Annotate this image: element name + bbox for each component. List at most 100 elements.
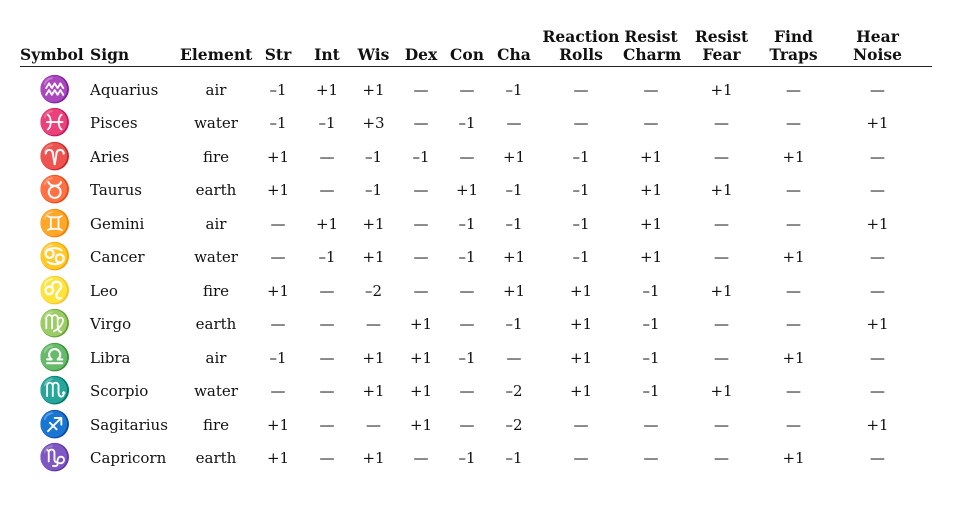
cell-charm: –1: [642, 281, 660, 300]
header-reaction-rolls-line2: Rolls: [559, 45, 603, 64]
header-resist-fear-line1: Resist: [694, 27, 749, 46]
header-find-traps-line1: Find: [774, 27, 813, 46]
header-find-traps-line2: Traps: [769, 45, 818, 64]
header-int: Int: [304, 28, 350, 67]
cell-dex: +1: [409, 348, 433, 367]
cell-cha: –1: [505, 449, 523, 468]
cell-sign: Aries: [90, 147, 130, 166]
cell-int: +1: [315, 214, 339, 233]
cell-traps: —: [786, 80, 801, 99]
cell-sign: Sagitarius: [90, 415, 168, 434]
cell-dex: —: [413, 181, 429, 200]
cell-con: —: [459, 415, 475, 434]
cell-traps: —: [786, 382, 801, 401]
cell-wis: +3: [362, 114, 385, 133]
table-row: ♍ Virgo earth — — — +1 — –1 +1 –1 — — +1: [20, 308, 932, 342]
cell-noise: +1: [866, 214, 889, 233]
cell-traps: —: [786, 315, 801, 334]
cell-fear: —: [714, 114, 729, 133]
cell-element: water: [194, 114, 238, 133]
cell-con: —: [459, 80, 475, 99]
cell-fear: +1: [710, 382, 733, 401]
cell-dex: —: [413, 114, 429, 133]
cell-cha: —: [506, 348, 522, 367]
cell-reaction: —: [573, 449, 589, 468]
cell-wis: —: [366, 315, 381, 334]
cell-traps: —: [786, 415, 801, 434]
cell-charm: +1: [639, 147, 663, 166]
header-hear-noise-line2: Noise: [853, 45, 902, 64]
cell-fear: —: [714, 449, 729, 468]
cell-sign: Virgo: [90, 315, 132, 334]
cell-wis: +1: [362, 382, 385, 401]
cell-con: –1: [458, 248, 476, 267]
cell-noise: —: [870, 449, 885, 468]
cell-str: –1: [269, 114, 287, 133]
aquarius-icon: ♒: [38, 74, 72, 105]
cell-sign: Taurus: [90, 181, 142, 200]
cell-cha: –1: [505, 315, 523, 334]
cell-dex: —: [413, 214, 429, 233]
pisces-icon: ♓: [38, 108, 72, 139]
cell-str: +1: [266, 147, 290, 166]
cell-int: —: [319, 415, 335, 434]
cell-traps: —: [786, 214, 801, 233]
cell-wis: +1: [362, 214, 385, 233]
cell-sign: Scorpio: [90, 382, 149, 401]
cell-sign: Cancer: [90, 248, 145, 267]
cell-charm: —: [643, 415, 659, 434]
cell-str: +1: [266, 449, 290, 468]
cell-noise: —: [870, 248, 885, 267]
cell-dex: +1: [409, 382, 433, 401]
table-body: ♒ Aquarius air –1 +1 +1 — — –1 — — +1 — — ♓ Pisces water…: [20, 67, 932, 476]
header-sign: Sign: [90, 28, 180, 67]
cell-element: fire: [202, 147, 230, 166]
cell-noise: —: [870, 181, 885, 200]
cell-charm: —: [643, 80, 659, 99]
cell-traps: —: [786, 181, 801, 200]
header-resist-charm-line2: Charm: [623, 45, 682, 64]
cell-element: earth: [195, 449, 237, 468]
cell-traps: +1: [782, 449, 805, 468]
cell-charm: –1: [642, 382, 660, 401]
cell-int: —: [319, 147, 335, 166]
cell-element: air: [205, 214, 227, 233]
cell-fear: —: [714, 348, 729, 367]
leo-icon: ♌: [38, 275, 72, 306]
header-reaction-rolls: Reaction Rolls: [539, 28, 623, 67]
table-row: ♓ Pisces water –1 –1 +3 — –1 — — — — — +1: [20, 107, 932, 141]
capricorn-icon: ♑: [38, 443, 72, 474]
cell-reaction: –1: [572, 181, 590, 200]
cell-fear: —: [714, 248, 729, 267]
cell-charm: –1: [642, 315, 660, 334]
cell-sign: Leo: [90, 281, 118, 300]
cell-element: air: [205, 348, 227, 367]
cell-element: water: [194, 248, 238, 267]
cell-traps: +1: [782, 248, 805, 267]
cell-charm: –1: [642, 348, 660, 367]
header-element: Element: [180, 28, 252, 67]
cell-traps: —: [786, 114, 801, 133]
gemini-icon: ♊: [38, 208, 72, 239]
cell-traps: +1: [782, 348, 805, 367]
cell-con: —: [459, 315, 475, 334]
cell-cha: +1: [502, 147, 526, 166]
scorpio-icon: ♏: [38, 376, 72, 407]
cell-cha: —: [506, 114, 522, 133]
table-row: ♉ Taurus earth +1 — –1 — +1 –1 –1 +1 +1 — —: [20, 174, 932, 208]
cell-fear: —: [714, 315, 729, 334]
cell-sign: Gemini: [90, 214, 145, 233]
cell-int: +1: [315, 80, 339, 99]
cell-int: —: [319, 449, 335, 468]
cell-wis: +1: [362, 248, 385, 267]
cell-dex: —: [413, 80, 429, 99]
cell-str: +1: [266, 181, 290, 200]
cell-str: +1: [266, 281, 290, 300]
cell-noise: —: [870, 80, 885, 99]
cell-cha: –2: [505, 415, 523, 434]
table-row: ♒ Aquarius air –1 +1 +1 — — –1 — — +1 — —: [20, 67, 932, 107]
cell-reaction: +1: [569, 281, 593, 300]
libra-icon: ♎: [38, 342, 72, 373]
cell-element: earth: [195, 315, 237, 334]
header-reaction-rolls-line1: Reaction: [542, 27, 620, 46]
